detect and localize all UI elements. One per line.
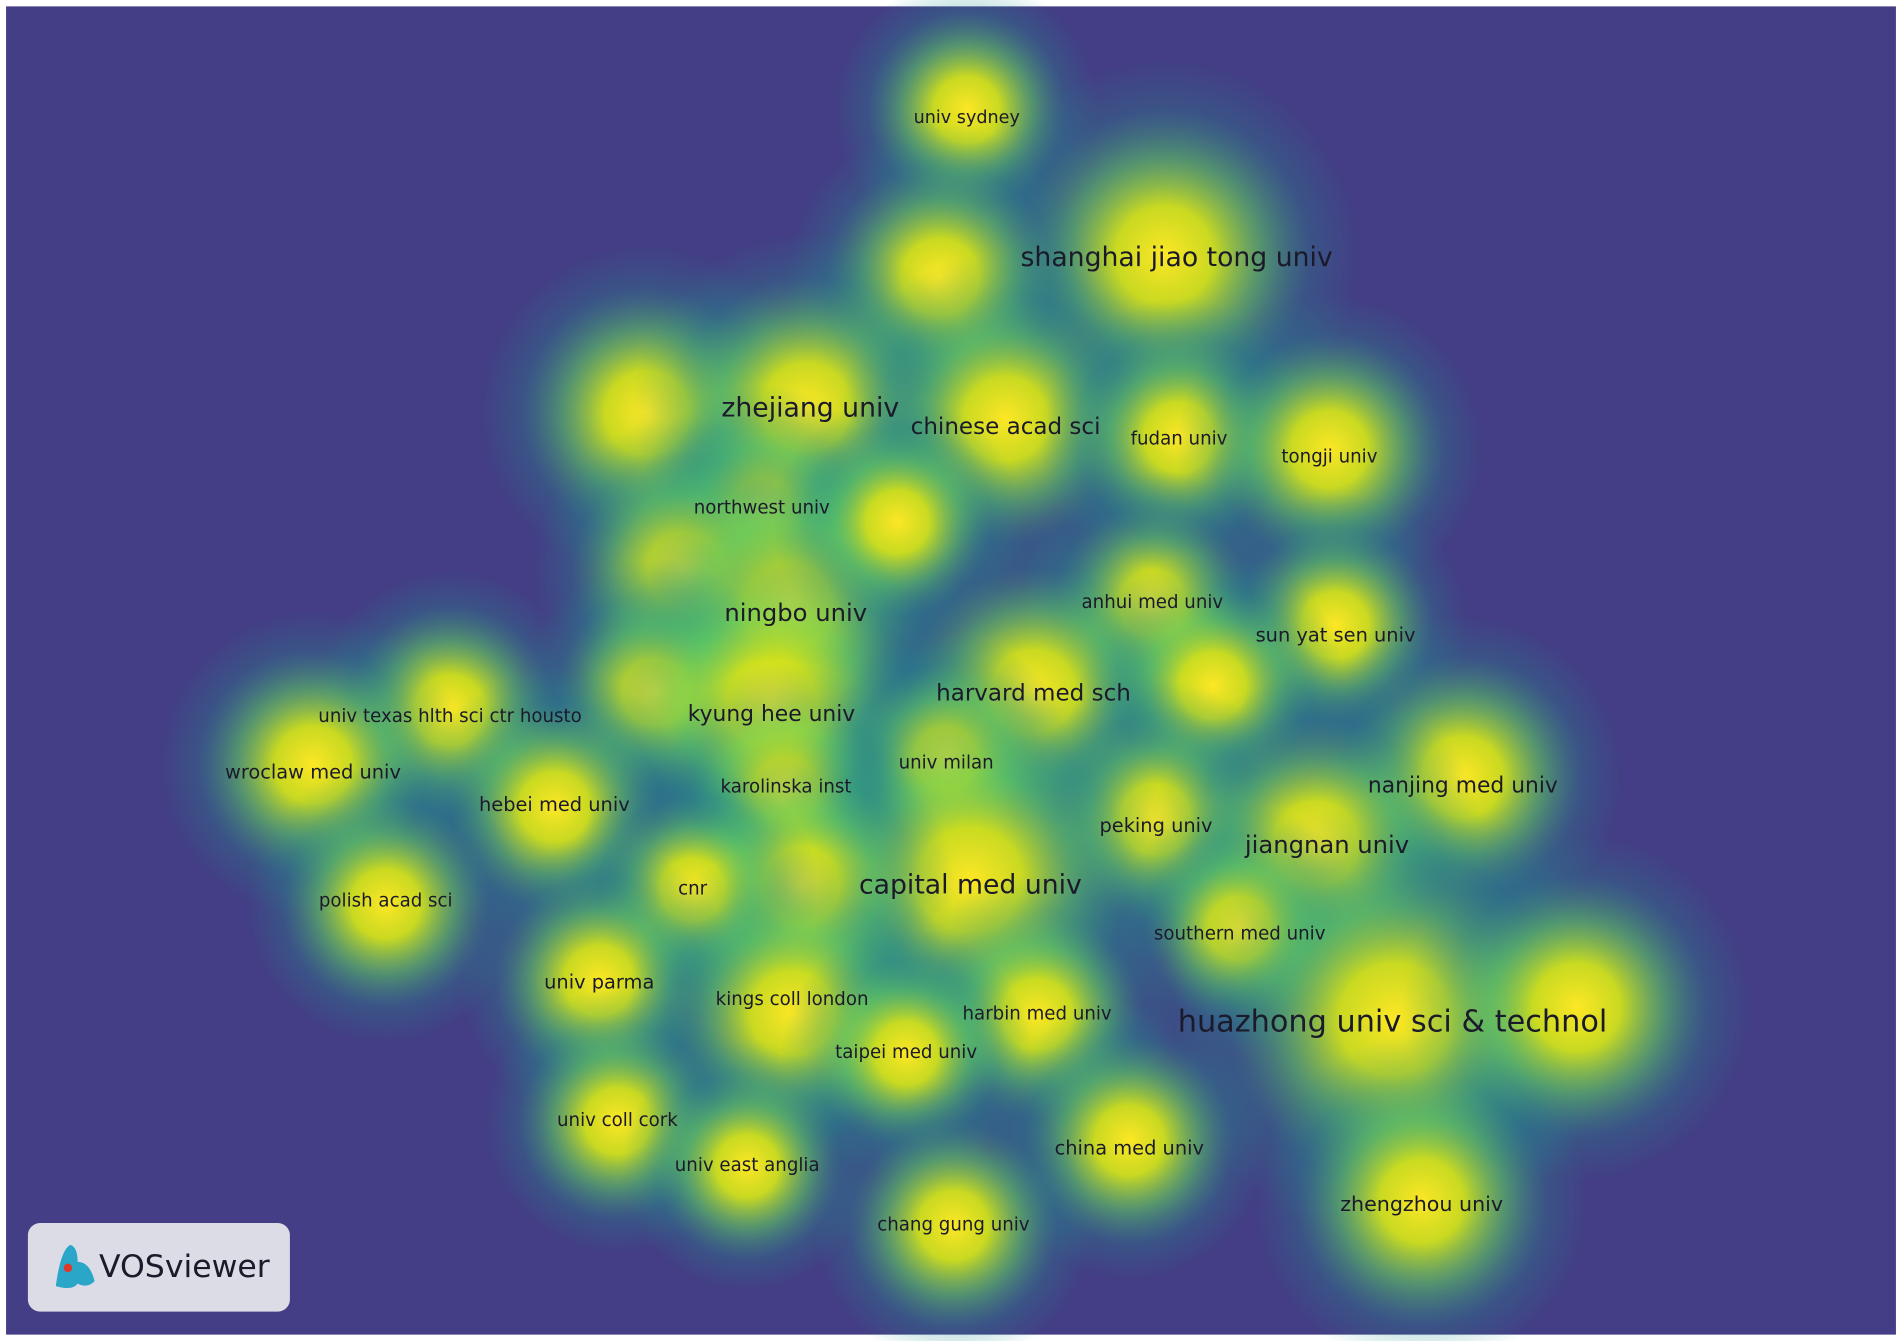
node-label: polish acad sci [319,891,453,912]
node-label: tongji univ [1281,447,1377,468]
node-label: kyung hee univ [688,702,856,727]
density-blob [1254,1033,1589,1341]
node-label: jiangnan univ [1244,830,1409,859]
node-label: wroclaw med univ [225,760,401,783]
node-label: taipei med univ [835,1042,977,1063]
node-label: zhengzhou univ [1340,1192,1503,1216]
node-label: univ east anglia [675,1155,820,1176]
node-label: ningbo univ [724,598,867,627]
node-label: shanghai jiao tong univ [1021,242,1333,273]
node-label: china med univ [1055,1137,1204,1160]
node-label: anhui med univ [1082,592,1224,613]
node-label: harbin med univ [963,1003,1112,1024]
density-layer [159,0,1752,1341]
node-label: univ sydney [914,108,1020,128]
node-label: capital med univ [859,869,1082,900]
node-label: zhejiang univ [721,393,899,424]
logo-box [27,1223,290,1312]
node-label: peking univ [1099,814,1212,837]
node-label: nanjing med univ [1368,773,1558,798]
node-label: hebei med univ [479,793,630,816]
node-label: kings coll london [716,989,869,1010]
node-label: univ coll cork [557,1110,678,1131]
node-label: fudan univ [1131,428,1228,449]
node-label: chinese acad sci [911,414,1101,440]
density-blob [813,1085,1093,1341]
node-label: huazhong univ sci & technol [1178,1004,1608,1039]
node-label: univ texas hlth sci ctr housto [318,706,581,727]
density-blob [246,764,526,1044]
node-label: univ parma [544,970,654,993]
logo-text: VOSviewer [99,1249,270,1285]
label-layer: univ sydney shanghai jiao tong univ zhejia… [225,108,1607,1235]
node-label: chang gung univ [877,1214,1030,1235]
node-label: sun yat sen univ [1256,623,1416,646]
node-label: harvard med sch [936,681,1131,707]
node-label: univ milan [899,752,994,773]
node-label: karolinska inst [721,777,852,798]
node-label: cnr [678,878,708,899]
logo: VOSviewer [27,1223,290,1312]
logo-icon-dot [63,1263,73,1273]
logo-icon [55,1244,95,1289]
node-label: northwest univ [694,498,830,519]
node-label: southern med univ [1154,923,1326,944]
density-blob [621,1040,873,1292]
